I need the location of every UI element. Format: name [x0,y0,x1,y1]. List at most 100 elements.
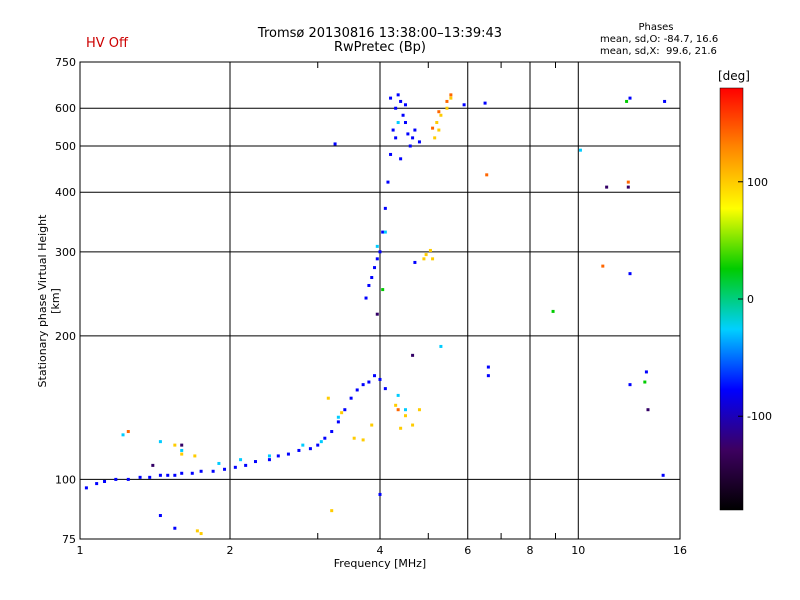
data-point [386,180,390,184]
data-point [126,477,130,481]
data-point [103,479,107,483]
data-point [158,440,162,444]
phases-x-mode: mean, sd,X: 99.6, 21.6 [600,46,717,57]
data-point [340,411,344,415]
data-point [437,128,441,132]
data-point [408,144,412,148]
y-tick-label: 200 [55,330,76,343]
data-point [361,438,365,442]
data-point [644,370,648,374]
colorbar-tick-label: 100 [747,176,768,189]
data-point [411,423,415,427]
x-axis-label: Frequency [MHz] [333,557,427,570]
data-point [394,136,398,140]
data-point [195,529,199,533]
x-tick-label: 2 [227,544,234,557]
data-point [330,430,334,434]
data-point [84,486,88,490]
x-tick-label: 1 [77,544,84,557]
data-point [180,448,184,452]
data-point [413,128,417,132]
data-point [449,96,453,100]
data-point [663,99,667,103]
data-point [417,408,421,412]
data-point [308,447,312,451]
data-point [626,185,630,189]
data-point [439,113,443,117]
data-point [628,96,632,100]
data-point [381,230,385,234]
data-point [223,467,227,471]
data-point [424,253,428,257]
data-point [437,110,441,114]
data-point [233,465,237,469]
data-point [406,132,410,136]
data-point [319,440,323,444]
y-tick-label: 400 [55,186,76,199]
y-tick-label: 100 [55,473,76,486]
data-point [336,420,340,424]
data-point [301,443,305,447]
data-point [431,126,435,130]
data-point [605,185,609,189]
data-point [375,244,379,248]
data-point [399,99,403,103]
data-point [276,454,280,458]
phases-title: Phases [638,22,674,33]
data-point [375,312,379,316]
data-point [297,448,301,452]
data-point [352,436,356,440]
data-point [286,452,290,456]
data-point [417,140,421,144]
data-point [396,121,400,125]
data-point [173,526,177,530]
data-point [403,408,407,412]
data-point [126,430,130,434]
data-point [628,383,632,387]
y-tick-label: 600 [55,102,76,115]
x-tick-label: 16 [673,544,687,557]
data-point [422,257,426,261]
data-point [199,469,203,473]
data-point [578,148,582,152]
data-point [180,452,184,456]
data-point [173,473,177,477]
data-point [151,463,155,467]
data-point [433,136,437,140]
data-point [485,173,489,177]
data-point [355,388,359,392]
data-point [367,283,371,287]
data-point [253,460,257,464]
chart-subtitle: RwPretec (Bp) [333,40,427,55]
data-point [383,387,387,391]
y-axis-label: Stationary phase Virtual Height [km] [36,214,62,388]
data-point [199,532,203,536]
data-point [114,477,118,481]
colorbar: 100 0 -100 [719,87,772,511]
data-point [411,353,415,357]
data-point [370,423,374,427]
data-point [148,475,152,479]
data-point [383,230,387,234]
data-point [373,266,377,270]
x-tick-label: 4 [377,544,384,557]
data-point [336,415,340,419]
data-point [626,180,630,184]
data-point [389,96,393,100]
data-point [383,206,387,210]
data-point [551,309,555,313]
data-point [445,106,449,110]
data-point [349,396,353,400]
scatter-points [84,93,667,536]
data-point [367,380,371,384]
data-point [403,121,407,125]
hv-status-label: HV Off [86,36,128,51]
data-point [193,454,197,458]
data-point [449,93,453,97]
data-point [435,121,439,125]
colorbar-unit: [deg] [718,69,750,83]
data-point [411,136,415,140]
data-point [646,408,650,412]
x-tick-label: 10 [571,544,585,557]
data-point [378,377,382,381]
